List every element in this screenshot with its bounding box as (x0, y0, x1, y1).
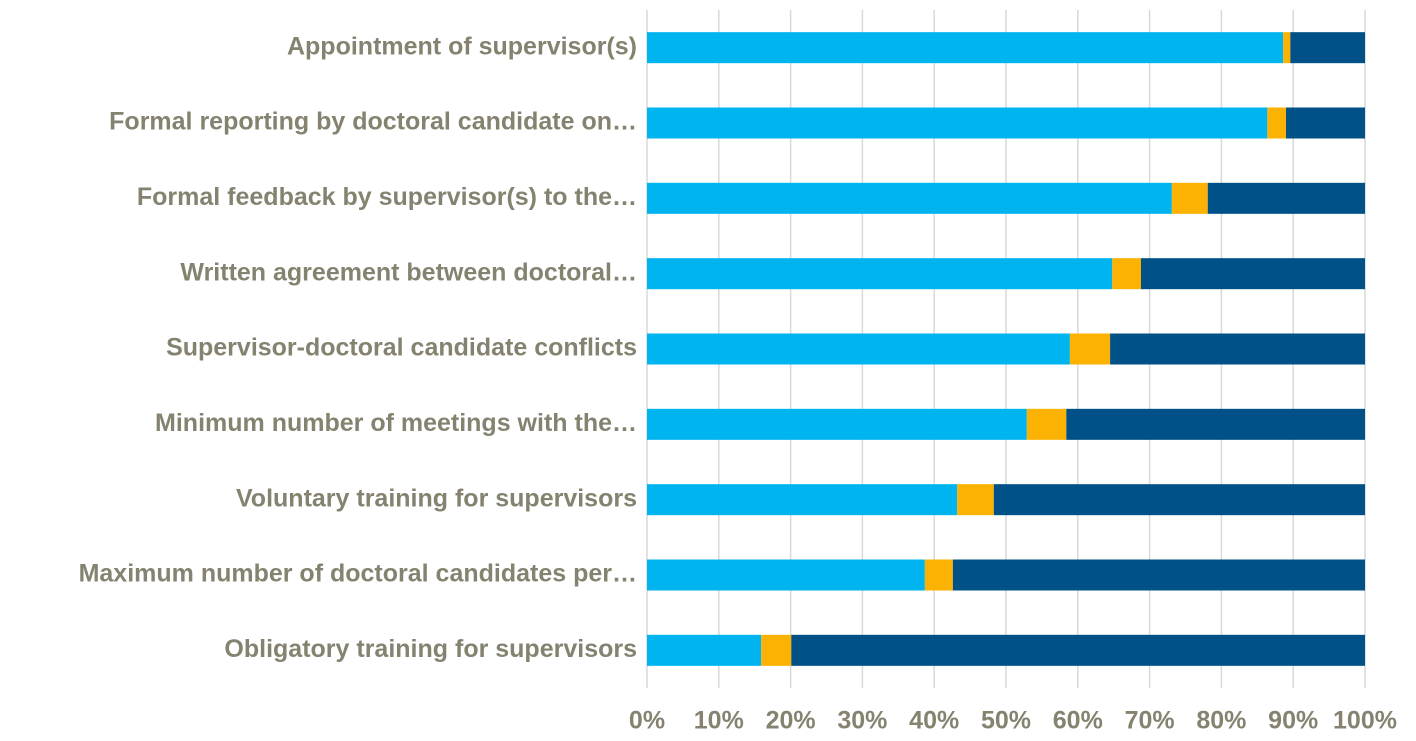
x-tick-label: 90% (1268, 707, 1318, 735)
bar-segment (647, 107, 1268, 139)
y-tick-label: Written agreement between doctoral… (180, 258, 637, 286)
x-tick-label: 100% (1333, 707, 1397, 735)
bar-segment (993, 484, 1365, 516)
bar-segment (647, 634, 762, 666)
bar-segment (1026, 408, 1067, 440)
bar-segment (647, 182, 1172, 214)
bar-segment (647, 484, 958, 516)
bar-segment (1171, 182, 1208, 214)
bar-segment (1069, 333, 1111, 365)
x-tick-label: 10% (694, 707, 744, 735)
bar-segment (1267, 107, 1287, 139)
bar-segment (957, 484, 994, 516)
bar-segment (647, 333, 1070, 365)
bar-segment (1290, 32, 1365, 64)
bar-segment (1110, 333, 1365, 365)
bar-segment (1112, 258, 1141, 290)
x-tick-label: 40% (909, 707, 959, 735)
y-tick-label: Appointment of supervisor(s) (287, 32, 637, 60)
bar-segment (1286, 107, 1365, 139)
x-tick-label: 50% (981, 707, 1031, 735)
y-tick-label: Maximum number of doctoral candidates pe… (79, 560, 637, 588)
y-tick-label: Obligatory training for supervisors (224, 635, 637, 663)
bar-segment (1066, 408, 1365, 440)
x-tick-label: 60% (1053, 707, 1103, 735)
x-tick-label: 80% (1196, 707, 1246, 735)
x-tick-label: 30% (837, 707, 887, 735)
x-tick-label: 0% (629, 707, 665, 735)
bar-segment (952, 559, 1365, 591)
bar-segment (1283, 32, 1291, 64)
bar-segment (1140, 258, 1365, 290)
bar-segment (791, 634, 1365, 666)
y-tick-label: Formal feedback by supervisor(s) to the… (137, 183, 637, 211)
bar-segment (761, 634, 792, 666)
y-tick-label: Minimum number of meetings with the… (155, 409, 637, 437)
bar-segment (924, 559, 953, 591)
y-tick-label: Supervisor-doctoral candidate conflicts (166, 334, 637, 362)
bar-segment (1207, 182, 1365, 214)
bar-segment (647, 559, 925, 591)
y-tick-label: Voluntary training for supervisors (236, 484, 637, 512)
y-tick-label: Formal reporting by doctoral candidate o… (109, 108, 637, 136)
bar-segment (647, 32, 1284, 64)
bar-segment (647, 408, 1027, 440)
x-tick-label: 20% (766, 707, 816, 735)
x-tick-label: 70% (1125, 707, 1175, 735)
bar-segment (647, 258, 1113, 290)
